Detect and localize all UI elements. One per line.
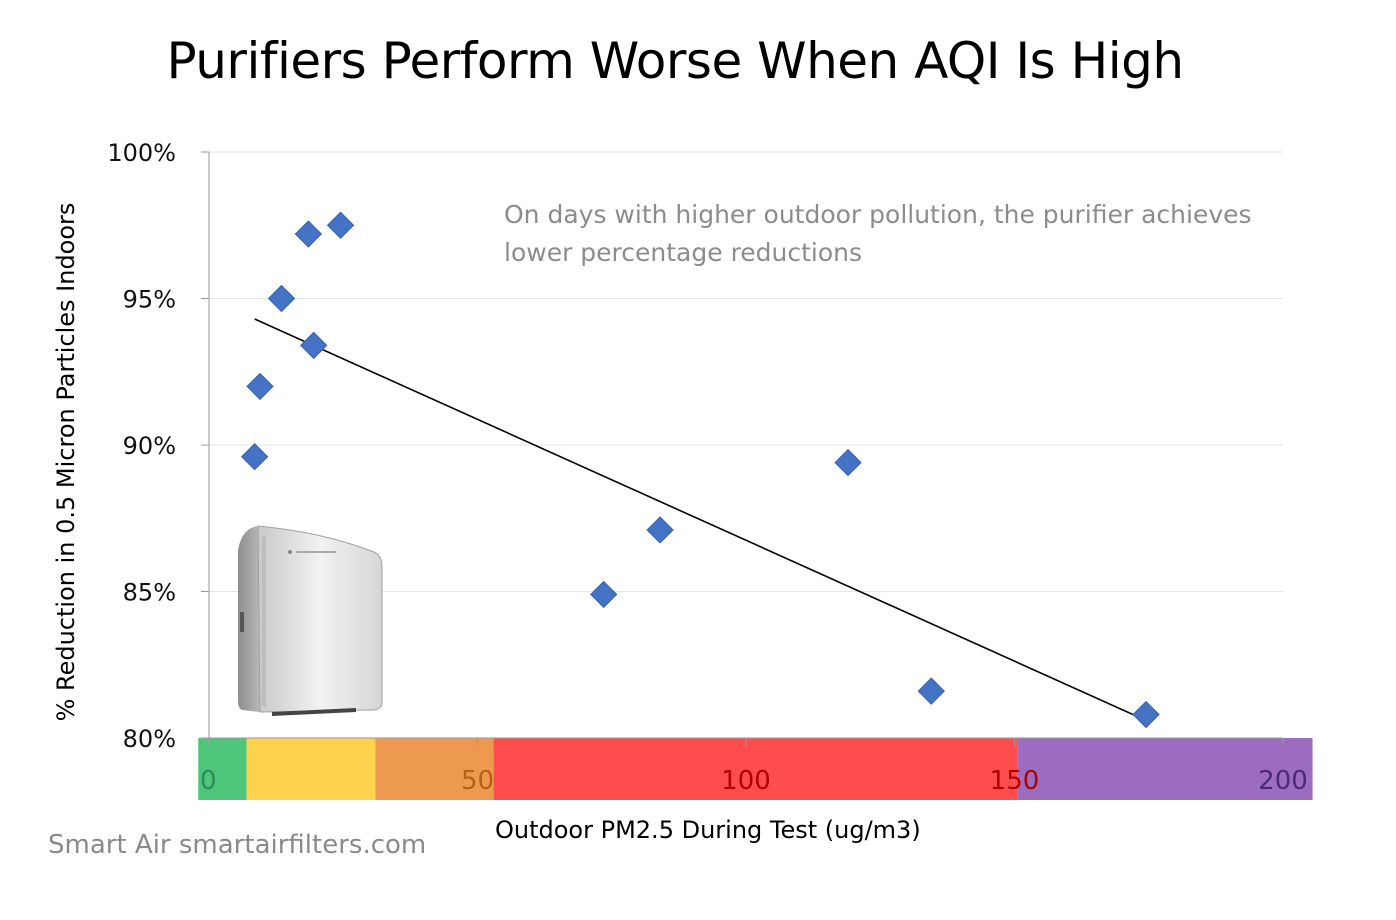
data-point bbox=[834, 448, 862, 477]
source-credit: Smart Air smartairfilters.com bbox=[48, 830, 427, 860]
x-tick-label: 100 bbox=[721, 766, 771, 796]
data-point bbox=[246, 372, 274, 401]
x-tick-label: 0 bbox=[200, 766, 217, 796]
trendline-group bbox=[254, 318, 1147, 722]
x-axis-label: Outdoor PM2.5 During Test (ug/m3) bbox=[495, 816, 921, 844]
data-point bbox=[589, 580, 618, 609]
aqi-band-4 bbox=[1017, 738, 1313, 800]
data-point bbox=[1132, 700, 1160, 729]
aqi-band-0 bbox=[198, 738, 247, 800]
data-points bbox=[240, 211, 1160, 729]
air-purifier-icon bbox=[238, 525, 383, 716]
y-tick-label: 85% bbox=[123, 579, 176, 607]
data-point bbox=[326, 211, 355, 239]
axes bbox=[201, 151, 1284, 746]
y-tick-label: 100% bbox=[107, 139, 176, 167]
aqi-band-3 bbox=[493, 738, 1018, 800]
y-tick-labels: 80% 85% 90% 95% 100% bbox=[107, 139, 176, 753]
grid-lines bbox=[209, 151, 1283, 592]
y-tick-label: 80% bbox=[123, 725, 176, 753]
y-tick-label: 95% bbox=[123, 286, 176, 314]
data-point bbox=[646, 516, 674, 544]
chart-annotation: On days with higher outdoor pollution, t… bbox=[504, 200, 1252, 267]
x-tick-label: 200 bbox=[1258, 766, 1308, 796]
data-point bbox=[267, 284, 296, 313]
data-point bbox=[294, 220, 323, 248]
data-point bbox=[240, 443, 269, 471]
aqi-band-2 bbox=[375, 738, 494, 800]
chart-title: Purifiers Perform Worse When AQI Is High bbox=[166, 32, 1184, 90]
aqi-band-1 bbox=[246, 738, 376, 800]
y-tick-label: 90% bbox=[123, 432, 176, 460]
trendline bbox=[254, 318, 1147, 722]
data-point bbox=[300, 331, 328, 360]
aqi-band-group bbox=[198, 738, 1313, 800]
x-tick-label: 150 bbox=[990, 766, 1040, 796]
x-tick-labels: 0 50 100 150 200 bbox=[200, 766, 1308, 796]
data-point bbox=[917, 677, 945, 705]
x-tick-label: 50 bbox=[461, 766, 494, 796]
